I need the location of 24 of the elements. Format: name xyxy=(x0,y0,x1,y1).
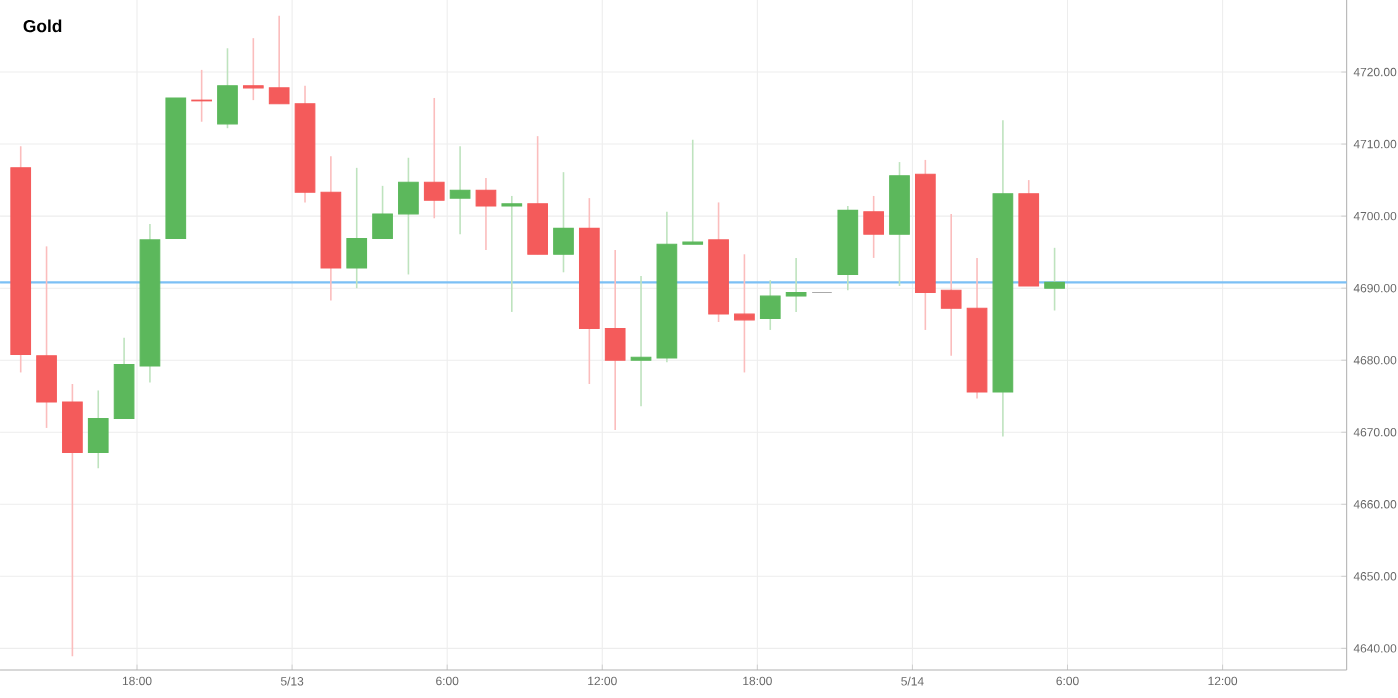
candlestick xyxy=(268,15,290,105)
candlestick xyxy=(191,69,212,123)
text: Gold xyxy=(23,19,62,33)
candlestick xyxy=(398,156,419,276)
candlestick xyxy=(423,97,445,220)
candlestick xyxy=(759,279,781,331)
candlestick xyxy=(501,195,523,313)
candlestick xyxy=(682,138,704,246)
candlestick xyxy=(242,37,264,101)
candlestick xyxy=(475,177,497,251)
candlestick xyxy=(553,171,574,274)
candlestick xyxy=(449,145,471,235)
candlestick xyxy=(1044,247,1065,312)
candlestick xyxy=(863,195,885,259)
candlestick xyxy=(734,253,755,374)
candlestick xyxy=(372,185,393,240)
candlestick xyxy=(346,167,368,289)
candlestick xyxy=(217,47,238,130)
candlestick xyxy=(630,275,652,408)
candlestick xyxy=(940,213,962,357)
candlestick xyxy=(36,245,57,429)
candlestick xyxy=(785,257,807,313)
candlestick xyxy=(87,389,109,470)
candlestick xyxy=(604,249,626,431)
